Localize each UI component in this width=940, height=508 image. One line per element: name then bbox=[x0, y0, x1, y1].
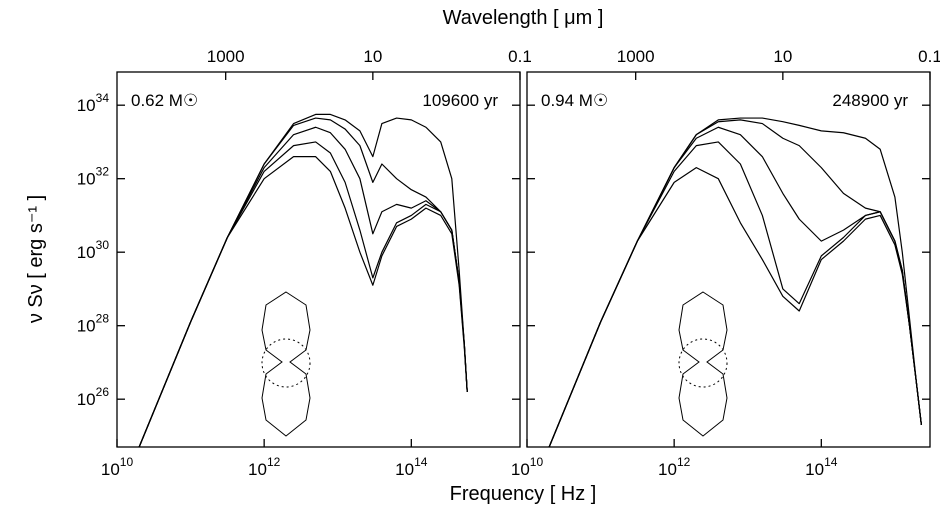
sed-line bbox=[548, 117, 922, 447]
sed-line bbox=[548, 126, 922, 447]
x-tick-label-base: 10 bbox=[658, 460, 677, 479]
x-tick-label-exponent: 14 bbox=[824, 455, 838, 469]
y-tick-label-base: 10 bbox=[77, 317, 96, 336]
y-tick-label: 1028 bbox=[77, 312, 110, 336]
outflow-icon bbox=[261, 291, 728, 437]
sed-line bbox=[138, 141, 468, 447]
x-axis-title: Frequency [ Hz ] bbox=[450, 483, 597, 505]
x2-tick-label: 0.1 bbox=[918, 47, 940, 66]
annotation: 109600 yr bbox=[422, 91, 498, 110]
y-tick-label-base: 10 bbox=[77, 390, 96, 409]
y-tick-label: 1032 bbox=[77, 165, 110, 189]
y-tick-label: 1030 bbox=[77, 238, 110, 262]
sed-line bbox=[138, 156, 468, 447]
x2-tick-label: 10 bbox=[773, 47, 792, 66]
x-tick-label: 1010 bbox=[101, 455, 134, 479]
y-tick-label-exponent: 32 bbox=[96, 165, 110, 179]
x-tick-label-base: 10 bbox=[248, 460, 267, 479]
annotation: 0.62 M☉ bbox=[131, 91, 198, 110]
y-tick-label-exponent: 28 bbox=[96, 312, 110, 326]
x2-tick-label: 0.1 bbox=[508, 47, 532, 66]
y-tick-label-base: 10 bbox=[77, 96, 96, 115]
y-tick-label: 1026 bbox=[77, 385, 110, 409]
x-tick-label-base: 10 bbox=[805, 460, 824, 479]
x-tick-label-base: 10 bbox=[101, 460, 120, 479]
y-tick-label: 1034 bbox=[77, 91, 110, 115]
x-tick-label-exponent: 14 bbox=[414, 455, 428, 469]
x2-axis-title: Wavelength [ μm ] bbox=[443, 7, 604, 29]
annotation: 248900 yr bbox=[832, 91, 908, 110]
y-tick-label-base: 10 bbox=[77, 243, 96, 262]
sed-line bbox=[138, 113, 468, 447]
sed-line bbox=[548, 167, 922, 447]
x-tick-label: 1014 bbox=[805, 455, 838, 479]
panel-frame bbox=[116, 71, 521, 448]
x-tick-label-base: 10 bbox=[511, 460, 530, 479]
x-tick-label: 1012 bbox=[248, 455, 281, 479]
panel-frame bbox=[526, 71, 931, 448]
x-tick-label-exponent: 10 bbox=[530, 455, 544, 469]
sed-line bbox=[138, 126, 468, 447]
x-tick-label: 1014 bbox=[395, 455, 428, 479]
sed-line bbox=[138, 117, 468, 447]
y-tick-label-exponent: 30 bbox=[96, 238, 110, 252]
x-tick-label-exponent: 12 bbox=[267, 455, 281, 469]
sed-line bbox=[548, 119, 922, 447]
x-tick-label-exponent: 10 bbox=[120, 455, 134, 469]
x-tick-label-exponent: 12 bbox=[677, 455, 691, 469]
x2-tick-label: 1000 bbox=[207, 47, 245, 66]
y-tick-label-exponent: 34 bbox=[96, 91, 110, 105]
x-tick-label: 1010 bbox=[511, 455, 544, 479]
x-tick-label-base: 10 bbox=[395, 460, 414, 479]
x-tick-label: 1012 bbox=[658, 455, 691, 479]
sed-line bbox=[548, 141, 922, 447]
x2-tick-label: 1000 bbox=[617, 47, 655, 66]
x2-tick-label: 10 bbox=[363, 47, 382, 66]
annotation: 0.94 M☉ bbox=[541, 91, 608, 110]
y-tick-label-base: 10 bbox=[77, 170, 96, 189]
y-tick-label-exponent: 26 bbox=[96, 385, 110, 399]
y-axis-title: ν Sν [ erg s⁻¹ ] bbox=[25, 195, 47, 323]
